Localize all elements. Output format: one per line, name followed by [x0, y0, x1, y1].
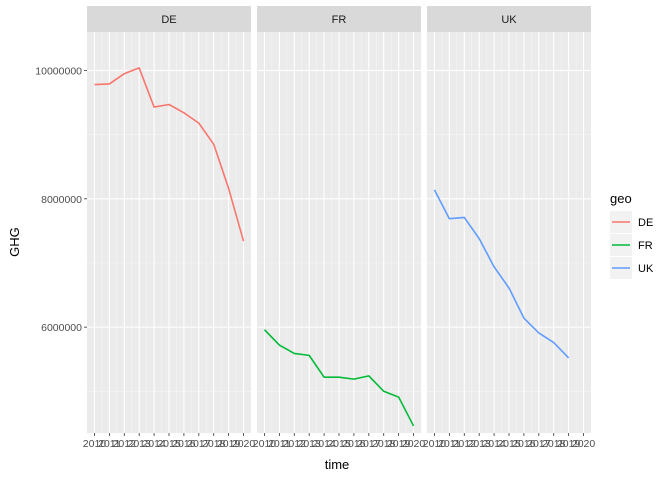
x-tick-label: 2019 [217, 438, 241, 450]
x-tick-label: 2017 [187, 438, 211, 450]
legend-item-uk: UK [610, 257, 654, 279]
facet-strip [257, 6, 421, 32]
legend-label: UK [638, 263, 654, 275]
x-tick-label: 2011 [268, 438, 291, 450]
y-tick-label: 8000000 [41, 194, 82, 206]
x-tick-label: 2012 [113, 438, 137, 450]
x-tick-label: 2019 [557, 438, 581, 450]
x-tick-label: 2018 [372, 438, 396, 450]
panel-de: DE20102011201220132014201520162017201820… [83, 6, 256, 450]
x-tick-label: 2014 [142, 438, 166, 450]
facet-strip [87, 6, 251, 32]
panel-uk: UK20102011201220132014201520162017201820… [423, 6, 596, 450]
x-tick-label: 2013 [298, 438, 322, 450]
legend-title: geo [610, 191, 632, 206]
x-tick-label: 2018 [202, 438, 226, 450]
y-tick-label: 6000000 [41, 322, 82, 334]
y-axis: 6000000 8000000 10000000 [35, 65, 87, 334]
x-tick-label: 2020 [572, 438, 596, 450]
x-tick-label: 2018 [542, 438, 566, 450]
y-tick-label: 10000000 [35, 65, 82, 77]
x-tick-label: 2012 [283, 438, 307, 450]
x-tick-label: 2010 [83, 438, 107, 450]
legend-item-de: DE [610, 211, 653, 233]
x-tick-label: 2017 [357, 438, 381, 450]
x-tick-label: 2016 [172, 438, 196, 450]
x-tick-label: 2020 [402, 438, 426, 450]
x-tick-label: 2019 [387, 438, 411, 450]
legend-label: DE [638, 217, 653, 229]
x-axis-title: time [325, 457, 350, 472]
x-tick-label: 2017 [527, 438, 551, 450]
x-tick-label: 2012 [453, 438, 477, 450]
panel-fr: FR20102011201220132014201520162017201820… [253, 6, 426, 450]
x-tick-label: 2020 [232, 438, 256, 450]
legend-item-fr: FR [610, 234, 653, 256]
x-tick-label: 2015 [157, 438, 181, 450]
facet-strip [427, 6, 591, 32]
x-tick-label: 2014 [482, 438, 506, 450]
x-tick-label: 2016 [512, 438, 536, 450]
legend: geo DE FR UK [610, 191, 654, 279]
x-tick-label: 2014 [312, 438, 336, 450]
x-tick-label: 2016 [342, 438, 366, 450]
y-axis-title: GHG [7, 227, 22, 257]
x-tick-label: 2015 [497, 438, 521, 450]
x-tick-label: 2010 [253, 438, 277, 450]
x-tick-label: 2011 [98, 438, 121, 450]
x-tick-label: 2015 [327, 438, 351, 450]
x-tick-label: 2011 [438, 438, 461, 450]
x-tick-label: 2013 [128, 438, 152, 450]
x-tick-label: 2010 [423, 438, 447, 450]
panels-layer: DE20102011201220132014201520162017201820… [83, 6, 596, 450]
facet-strip-label: UK [501, 14, 517, 26]
series-line-fr [263, 329, 415, 427]
facet-strip-label: FR [332, 14, 347, 26]
facet-strip-label: DE [161, 14, 176, 26]
legend-label: FR [638, 240, 653, 252]
x-tick-label: 2013 [468, 438, 492, 450]
series-line-de [94, 67, 245, 242]
series-line-uk [433, 189, 570, 359]
